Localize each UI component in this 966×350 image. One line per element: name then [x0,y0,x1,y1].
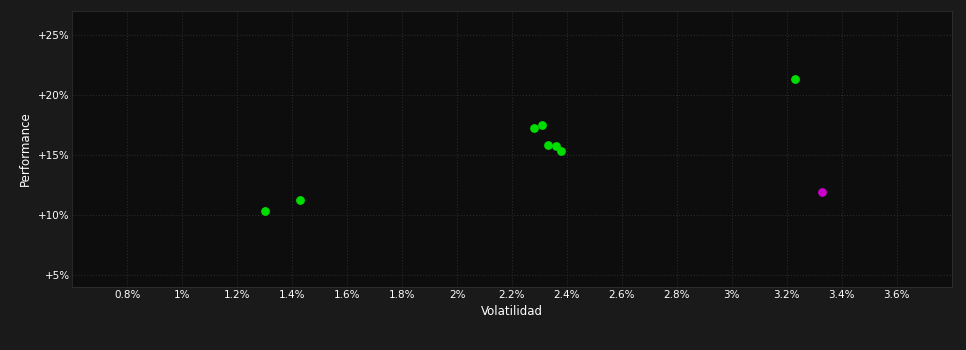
Point [787,76,803,82]
Point [554,148,569,154]
Point [526,126,542,131]
Point [293,198,308,203]
Y-axis label: Performance: Performance [19,111,33,186]
Point [549,144,564,149]
Point [814,189,830,195]
Point [534,122,550,127]
X-axis label: Volatilidad: Volatilidad [481,305,543,318]
Point [257,209,272,214]
Point [540,142,555,148]
